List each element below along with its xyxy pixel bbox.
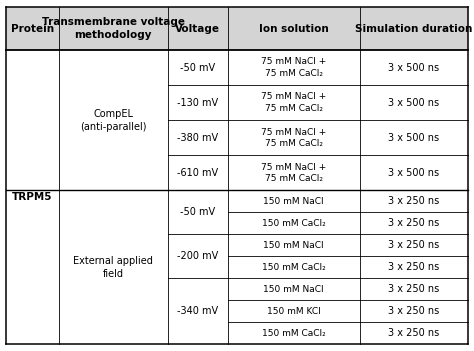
Text: 150 mM NaCl: 150 mM NaCl xyxy=(264,197,324,206)
Text: -380 mV: -380 mV xyxy=(177,133,218,143)
Text: 3 x 500 ns: 3 x 500 ns xyxy=(388,168,439,178)
Text: Ion solution: Ion solution xyxy=(259,24,328,34)
Bar xyxy=(228,278,360,300)
Bar xyxy=(168,234,228,256)
Text: 75 mM NaCl +
75 mM CaCl₂: 75 mM NaCl + 75 mM CaCl₂ xyxy=(261,93,326,113)
Text: Transmembrane voltage
methodology: Transmembrane voltage methodology xyxy=(42,17,185,40)
Bar xyxy=(228,322,360,344)
Text: External applied
field: External applied field xyxy=(73,256,153,279)
Bar xyxy=(6,322,59,344)
Bar xyxy=(228,256,360,278)
Bar xyxy=(360,322,468,344)
Bar xyxy=(59,7,168,50)
Text: Protein: Protein xyxy=(11,24,54,34)
Bar xyxy=(228,155,360,191)
Bar xyxy=(228,212,360,234)
Bar xyxy=(6,234,59,256)
Text: 3 x 250 ns: 3 x 250 ns xyxy=(388,262,439,272)
Text: 3 x 500 ns: 3 x 500 ns xyxy=(388,133,439,143)
Bar xyxy=(360,7,468,50)
Bar xyxy=(168,300,228,322)
Bar xyxy=(360,155,468,191)
Bar xyxy=(6,256,59,278)
Bar xyxy=(6,50,59,85)
Bar xyxy=(168,155,228,191)
Text: 3 x 250 ns: 3 x 250 ns xyxy=(388,328,439,338)
Bar xyxy=(59,256,168,278)
Bar xyxy=(59,50,168,85)
Bar xyxy=(228,191,360,212)
Bar xyxy=(228,234,360,256)
Bar xyxy=(59,212,168,234)
Text: 150 mM CaCl₂: 150 mM CaCl₂ xyxy=(262,219,326,228)
Bar xyxy=(6,212,59,234)
Bar xyxy=(168,120,228,155)
Bar xyxy=(360,120,468,155)
Bar xyxy=(6,191,59,212)
Bar xyxy=(59,120,168,155)
Bar xyxy=(360,300,468,322)
Text: 3 x 500 ns: 3 x 500 ns xyxy=(388,98,439,108)
Text: 150 mM NaCl: 150 mM NaCl xyxy=(264,241,324,250)
Bar xyxy=(360,278,468,300)
Text: 3 x 250 ns: 3 x 250 ns xyxy=(388,306,439,316)
Bar xyxy=(360,191,468,212)
Text: 75 mM NaCl +
75 mM CaCl₂: 75 mM NaCl + 75 mM CaCl₂ xyxy=(261,128,326,148)
Bar xyxy=(360,256,468,278)
Text: 3 x 250 ns: 3 x 250 ns xyxy=(388,197,439,206)
Bar xyxy=(168,7,228,50)
Text: Simulation duration: Simulation duration xyxy=(356,24,473,34)
Text: 3 x 250 ns: 3 x 250 ns xyxy=(388,284,439,294)
Text: -130 mV: -130 mV xyxy=(177,98,218,108)
Text: -200 mV: -200 mV xyxy=(177,251,219,261)
Text: 3 x 250 ns: 3 x 250 ns xyxy=(388,218,439,229)
Text: 3 x 250 ns: 3 x 250 ns xyxy=(388,240,439,250)
Bar xyxy=(6,278,59,300)
Bar xyxy=(59,85,168,120)
Text: 75 mM NaCl +
75 mM CaCl₂: 75 mM NaCl + 75 mM CaCl₂ xyxy=(261,163,326,183)
Bar xyxy=(59,278,168,300)
Text: -50 mV: -50 mV xyxy=(180,207,215,217)
Bar xyxy=(6,85,59,120)
Text: 150 mM KCl: 150 mM KCl xyxy=(267,306,320,316)
Bar xyxy=(168,50,228,85)
Bar xyxy=(168,191,228,212)
Bar xyxy=(59,155,168,191)
Text: -610 mV: -610 mV xyxy=(177,168,218,178)
Text: 150 mM NaCl: 150 mM NaCl xyxy=(264,285,324,294)
Text: 150 mM CaCl₂: 150 mM CaCl₂ xyxy=(262,263,326,272)
Text: -340 mV: -340 mV xyxy=(177,306,218,316)
Text: Voltage: Voltage xyxy=(175,24,220,34)
Bar xyxy=(360,50,468,85)
Text: 3 x 500 ns: 3 x 500 ns xyxy=(388,62,439,73)
Bar xyxy=(6,300,59,322)
Bar xyxy=(59,191,168,212)
Bar xyxy=(168,322,228,344)
Bar xyxy=(59,300,168,322)
Bar xyxy=(59,234,168,256)
Text: 150 mM CaCl₂: 150 mM CaCl₂ xyxy=(262,329,326,338)
Bar xyxy=(6,7,59,50)
Bar xyxy=(228,120,360,155)
Bar xyxy=(168,278,228,300)
Bar xyxy=(168,256,228,278)
Bar xyxy=(228,85,360,120)
Bar xyxy=(6,120,59,155)
Text: CompEL
(anti-parallel): CompEL (anti-parallel) xyxy=(80,109,146,132)
Bar xyxy=(228,300,360,322)
Bar xyxy=(360,85,468,120)
Text: -50 mV: -50 mV xyxy=(180,62,215,73)
Bar xyxy=(228,7,360,50)
Bar xyxy=(168,212,228,234)
Bar xyxy=(59,322,168,344)
Bar xyxy=(360,212,468,234)
Text: TRPM5: TRPM5 xyxy=(12,192,53,202)
Text: 75 mM NaCl +
75 mM CaCl₂: 75 mM NaCl + 75 mM CaCl₂ xyxy=(261,58,326,78)
Bar xyxy=(6,155,59,191)
Bar xyxy=(168,85,228,120)
Bar xyxy=(360,234,468,256)
Bar xyxy=(228,50,360,85)
